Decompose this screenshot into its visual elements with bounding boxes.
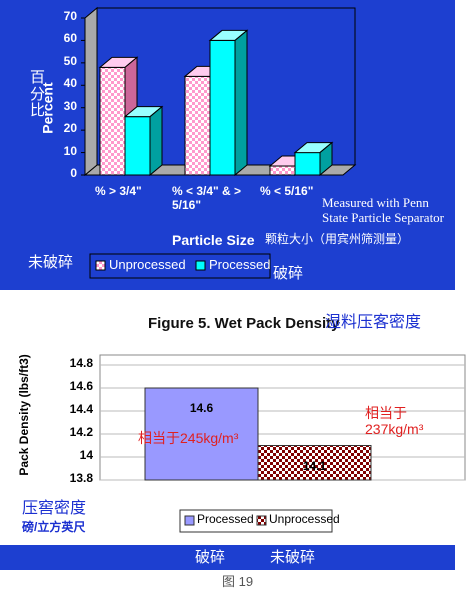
bar-front	[124, 116, 151, 176]
y-tick-label: 14.6	[69, 379, 93, 393]
y-tick-label: 13.8	[69, 471, 93, 485]
bar-front	[269, 165, 296, 176]
left-note: 未破碎	[28, 254, 74, 271]
x-tick-label: % < 5/16"	[260, 184, 314, 198]
bar-front	[99, 66, 126, 176]
bar-front	[184, 75, 211, 176]
annotation: 相当于237kg/m³	[365, 405, 424, 438]
y-tick-label: 14.4	[69, 402, 93, 416]
x-tick-label: % > 3/4"	[95, 184, 142, 198]
chart-title: Figure 5. Wet Pack Density	[148, 315, 340, 332]
y-tick-label: 14.2	[69, 425, 93, 439]
y-tick-label: 30	[63, 98, 77, 113]
bar-front	[209, 39, 236, 176]
annotation: Measured with Penn State Particle Separa…	[322, 195, 445, 225]
y-tick-label: 60	[63, 31, 77, 46]
legend-box	[89, 253, 271, 279]
value-label: 14.6	[189, 401, 214, 415]
legend-label: Unprocessed	[269, 512, 340, 526]
bar-side	[319, 141, 333, 177]
bar	[144, 387, 259, 481]
y-label-cn: 百分比	[30, 69, 46, 119]
footer-band	[0, 545, 455, 570]
x-tick-label: % < 3/4" & > 5/16"	[172, 184, 242, 212]
chart-title-cn: 湿料压客密度	[325, 314, 422, 331]
y-tick-label: 20	[63, 121, 77, 136]
y-tick-label: 40	[63, 76, 77, 91]
unit-title: 压窖密度	[22, 500, 87, 517]
side-wall	[84, 6, 98, 177]
y-tick-label: 50	[63, 53, 77, 68]
y-tick-label: 14.8	[69, 356, 93, 370]
bar	[257, 445, 372, 481]
legend-label: Unprocessed	[109, 257, 186, 272]
value-label: 14.1	[302, 458, 327, 473]
y-tick-label: 70	[63, 9, 77, 23]
right-note: 破碎	[273, 265, 304, 282]
bar-side	[234, 29, 248, 177]
annotation: 相当于245kg/m³	[138, 430, 239, 446]
legend-box	[179, 509, 333, 533]
y-tick-label: 0	[70, 166, 77, 180]
y-tick-label: 14	[79, 448, 93, 462]
y-label: Percent	[39, 82, 56, 134]
x-label-cn: 颗粒大小（用宾州筛测量）	[265, 232, 410, 246]
x-label: Particle Size	[172, 232, 255, 248]
legend-swatch	[256, 515, 267, 526]
legend-swatch	[95, 260, 106, 271]
bar-front	[294, 152, 321, 176]
legend-swatch	[195, 260, 206, 271]
y-label: Pack Density (lbs/ft3)	[17, 354, 32, 476]
unit-text: 磅/立方英尺	[22, 520, 86, 534]
legend-label: Processed	[209, 257, 271, 272]
legend-swatch	[184, 515, 195, 526]
bar-side	[149, 105, 163, 177]
caption: 图 19	[222, 574, 254, 589]
y-tick-label: 10	[63, 143, 77, 158]
legend-label: Processed	[197, 512, 254, 526]
footer-label: 破碎	[195, 549, 226, 566]
footer-label: 未破碎	[270, 549, 316, 566]
